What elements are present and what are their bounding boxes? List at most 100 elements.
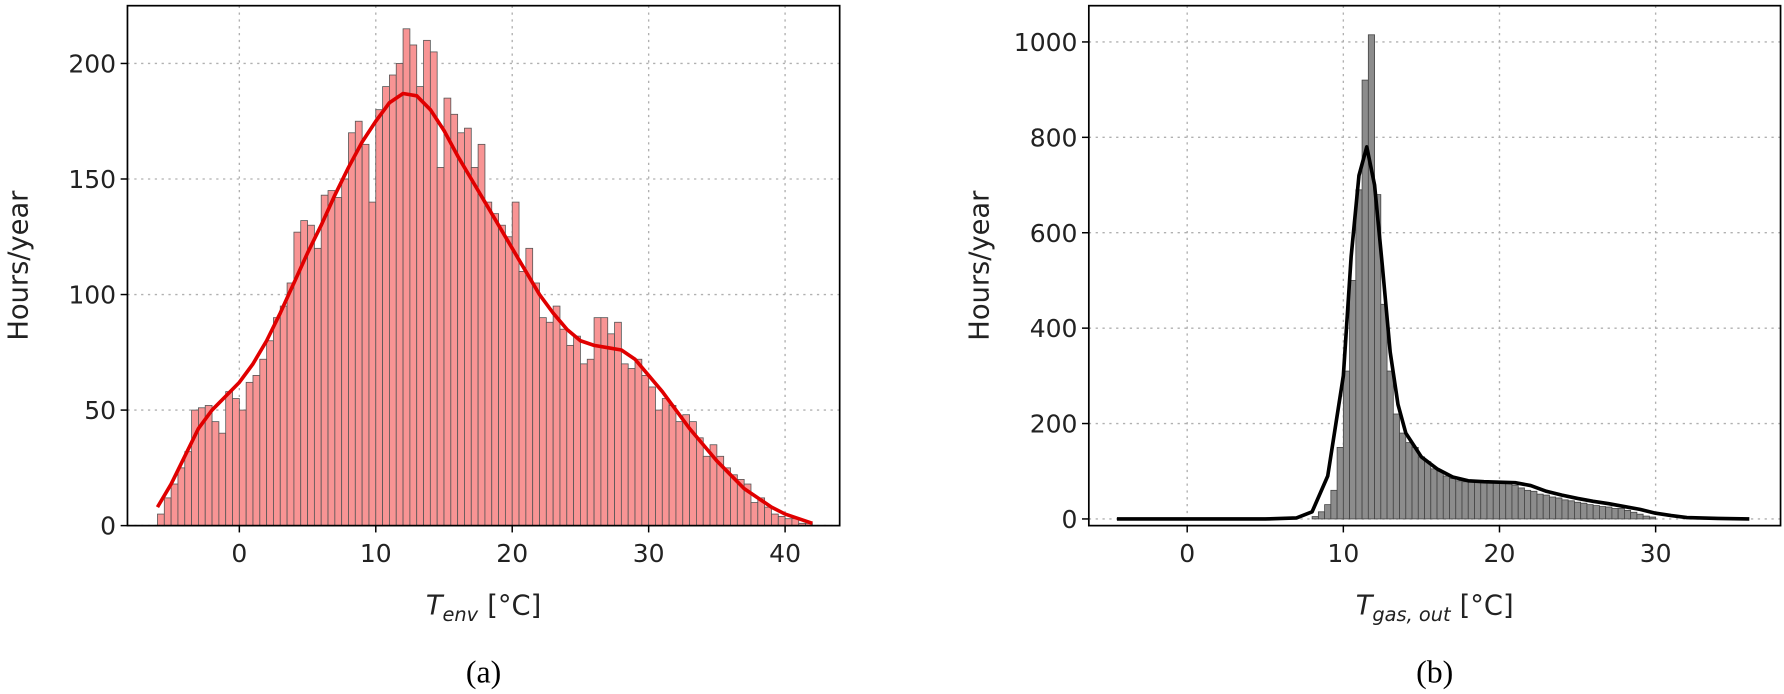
- bar: [682, 414, 690, 527]
- bar: [539, 317, 547, 527]
- bar: [327, 190, 336, 527]
- x-tick-label: 20: [1484, 539, 1516, 568]
- bar: [307, 224, 315, 527]
- bar: [1349, 280, 1357, 520]
- bar: [1342, 370, 1350, 520]
- bar: [348, 132, 356, 527]
- y-tick-label: 50: [84, 396, 116, 425]
- bar: [375, 109, 383, 527]
- bar: [232, 398, 240, 527]
- bar: [429, 51, 438, 527]
- bar: [498, 224, 506, 527]
- caption: (a): [466, 655, 501, 690]
- bar: [702, 455, 711, 527]
- bar: [436, 167, 445, 527]
- bar: [1605, 506, 1613, 520]
- bar: [1461, 481, 1469, 520]
- bar: [1574, 501, 1582, 520]
- bar: [504, 236, 513, 527]
- bar: [607, 333, 615, 527]
- bar: [634, 358, 643, 527]
- bar: [1511, 485, 1519, 520]
- caption: (b): [1416, 655, 1453, 690]
- bar: [225, 391, 233, 527]
- bar: [341, 178, 349, 527]
- bar: [368, 201, 377, 527]
- bar: [648, 386, 656, 527]
- bar: [1530, 490, 1538, 520]
- x-label-unit: [°C]: [487, 590, 541, 621]
- bar: [252, 375, 261, 527]
- bar: [1474, 481, 1482, 520]
- bar: [1549, 496, 1557, 520]
- bar: [661, 398, 670, 527]
- bar: [593, 317, 602, 527]
- y-tick-label: 0: [1062, 505, 1078, 534]
- plot-frame: [1087, 4, 1782, 527]
- bar: [1586, 504, 1594, 520]
- bar: [655, 409, 663, 527]
- bar: [1524, 489, 1532, 520]
- bar: [211, 421, 220, 527]
- x-tick-label: 0: [231, 539, 247, 568]
- bar: [641, 375, 650, 527]
- bar: [457, 132, 465, 527]
- subplot: 0 50 100 150 200 0 10 20 30 40 Tenv [°C] Hours/year (…: [3, 4, 841, 690]
- y-tick-label: 1000: [1014, 28, 1078, 57]
- bar: [1480, 482, 1488, 520]
- bar: [245, 381, 254, 527]
- bar: [1424, 461, 1432, 520]
- bar: [1355, 189, 1363, 520]
- bar: [614, 321, 622, 527]
- bar: [580, 363, 588, 527]
- bar: [409, 44, 418, 527]
- x-label-symbol: T: [426, 590, 445, 621]
- bar: [1317, 511, 1326, 520]
- bar: [1367, 34, 1375, 520]
- x-tick-label: 0: [1179, 539, 1195, 568]
- x-tick-label: 10: [360, 539, 392, 568]
- y-tick-label: 200: [68, 50, 116, 79]
- y-axis-label: Hours/year: [3, 190, 34, 341]
- y-tick-label: 150: [68, 165, 116, 194]
- bar: [518, 271, 527, 527]
- bar: [259, 358, 268, 527]
- bar: [1455, 480, 1463, 520]
- bar: [566, 344, 575, 527]
- bar: [1505, 482, 1513, 520]
- bar: [177, 467, 186, 527]
- bar: [1567, 500, 1575, 520]
- bar: [771, 513, 779, 527]
- bar: [1486, 481, 1494, 520]
- bar: [491, 213, 499, 527]
- bar: [784, 518, 793, 527]
- bar: [1617, 508, 1625, 520]
- x-tick-label: 30: [1640, 539, 1672, 568]
- bar: [559, 328, 568, 527]
- bar: [1592, 505, 1600, 520]
- bar: [266, 340, 274, 527]
- bar: [286, 282, 295, 527]
- bar: [1624, 509, 1632, 520]
- bar: [723, 467, 731, 527]
- x-tick-label: 30: [633, 539, 665, 568]
- bar: [423, 39, 431, 527]
- bar: [382, 86, 390, 527]
- bar: [1436, 470, 1444, 520]
- bar: [1636, 513, 1644, 520]
- y-axis-label: Hours/year: [965, 190, 996, 341]
- x-label-unit: [°C]: [1460, 590, 1514, 621]
- y-tick-label: 100: [68, 281, 116, 310]
- bar: [1386, 370, 1394, 520]
- bar: [1542, 494, 1550, 520]
- bar: [361, 143, 370, 527]
- bar: [545, 321, 554, 527]
- bar: [1611, 508, 1619, 520]
- bar: [484, 201, 493, 527]
- bar: [464, 127, 472, 527]
- bar: [1599, 506, 1607, 520]
- bar: [157, 513, 165, 527]
- bar: [1648, 516, 1657, 520]
- bar: [1442, 475, 1450, 520]
